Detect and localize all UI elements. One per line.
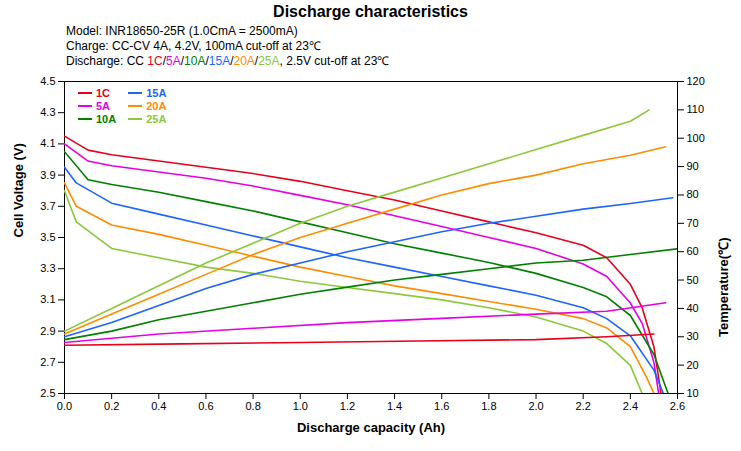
svg-text:50: 50	[687, 274, 699, 286]
html-text:15A: 15A	[146, 87, 167, 99]
svg-text:1.2: 1.2	[340, 400, 355, 412]
html-text:Model: INR18650-25R (1.0CmA =: Model: INR18650-25R (1.0CmA = 2500mA)	[66, 24, 298, 38]
svg-text:2.4: 2.4	[623, 400, 638, 412]
svg-text:2.0: 2.0	[528, 400, 543, 412]
svg-text:90: 90	[687, 160, 699, 172]
svg-text:2.7: 2.7	[40, 356, 55, 368]
svg-text:0.6: 0.6	[198, 400, 213, 412]
svg-text:3.7: 3.7	[40, 200, 55, 212]
html-text:Discharge characteristics: Discharge characteristics	[273, 3, 468, 20]
svg-text:1.6: 1.6	[434, 400, 449, 412]
svg-text:Discharge capacity (Ah): Discharge capacity (Ah)	[297, 420, 445, 435]
svg-text:0.0: 0.0	[57, 400, 72, 412]
svg-text:2.6: 2.6	[670, 400, 685, 412]
svg-text:110: 110	[687, 103, 705, 115]
svg-text:3.1: 3.1	[40, 293, 55, 305]
svg-text:40: 40	[687, 302, 699, 314]
svg-text:1.8: 1.8	[481, 400, 496, 412]
svg-text:30: 30	[687, 330, 699, 342]
svg-text:80: 80	[687, 188, 699, 200]
html-text:Charge: CC-CV 4A, 4.2V, 100mA: Charge: CC-CV 4A, 4.2V, 100mA cut-off at…	[66, 39, 321, 53]
svg-text:100: 100	[687, 132, 705, 144]
svg-text:120: 120	[687, 75, 705, 87]
html-text:Discharge: CC 1C / 5A / 10A /: Discharge: CC 1C / 5A / 10A / 15A / 20A …	[66, 54, 390, 68]
svg-text:2.9: 2.9	[40, 325, 55, 337]
html-text:5A: 5A	[96, 100, 111, 112]
svg-text:2.5: 2.5	[40, 387, 55, 399]
svg-text:0.2: 0.2	[104, 400, 119, 412]
svg-text:20: 20	[687, 359, 699, 371]
svg-text:Cell Voltage (V): Cell Voltage (V)	[11, 143, 26, 237]
svg-text:3.9: 3.9	[40, 169, 55, 181]
svg-text:2.2: 2.2	[576, 400, 591, 412]
svg-text:1.0: 1.0	[293, 400, 308, 412]
svg-text:60: 60	[687, 245, 699, 257]
svg-text:0.8: 0.8	[245, 400, 260, 412]
html-text:10A: 10A	[96, 113, 117, 125]
html-text:1C: 1C	[96, 87, 111, 99]
svg-text:4.1: 4.1	[40, 137, 55, 149]
svg-text:10: 10	[687, 387, 699, 399]
svg-text:1.4: 1.4	[387, 400, 402, 412]
svg-text:4.3: 4.3	[40, 106, 55, 118]
svg-text:Temperature(℃): Temperature(℃)	[716, 238, 731, 337]
svg-text:0.4: 0.4	[151, 400, 166, 412]
svg-text:3.5: 3.5	[40, 231, 55, 243]
html-text:20A: 20A	[146, 100, 167, 112]
svg-text:4.5: 4.5	[40, 75, 55, 87]
svg-text:3.3: 3.3	[40, 262, 55, 274]
html-text:25A: 25A	[146, 113, 167, 125]
svg-text:70: 70	[687, 217, 699, 229]
